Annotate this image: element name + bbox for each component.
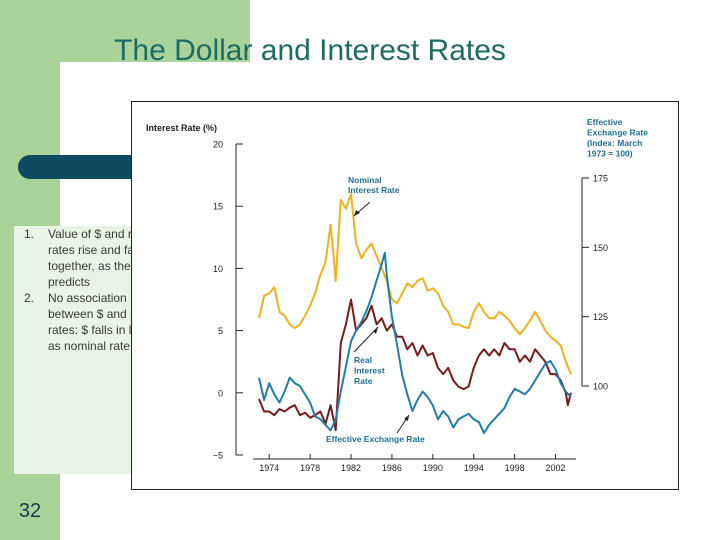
annotation-nominal-arrowhead	[354, 210, 360, 216]
right-axis-tick-label: 100	[593, 382, 608, 392]
note-number: 2.	[24, 291, 35, 305]
note-item: 1. Value of $ and real rates rise and fal…	[14, 226, 174, 290]
annotation-nominal: Interest Rate	[348, 185, 400, 195]
left-axis-label: Interest Rate (%)	[146, 123, 217, 133]
annotation-exchange-arrowhead	[404, 415, 409, 421]
series-line-nominal	[258, 192, 572, 375]
annotation-real-arrowhead	[373, 327, 378, 334]
chart-frame: 20 15 10 5 0 −5 Interest Rate (%) 175 150 125 100 E…	[131, 101, 679, 490]
annotation-exchange: Effective Exchange Rate	[326, 434, 425, 444]
right-axis-label: (Index: March	[587, 138, 642, 148]
x-axis-tick-label: 1974	[259, 463, 279, 473]
right-axis-label: 1973 = 100)	[587, 149, 633, 159]
annotation-real: Rate	[354, 376, 373, 386]
note-number: 1.	[24, 227, 35, 241]
x-axis-tick-label: 1990	[423, 463, 443, 473]
right-axis-tick-label: 150	[593, 243, 608, 253]
left-axis-tick-label: 15	[213, 202, 223, 212]
x-axis-tick-label: 1994	[464, 463, 484, 473]
right-axis-tick-label: 175	[593, 174, 608, 184]
left-axis-tick-label: 0	[218, 388, 223, 398]
right-axis-label: Effective	[587, 117, 623, 127]
left-axis-tick-label: 5	[218, 326, 223, 336]
x-axis-tick-label: 1982	[341, 463, 361, 473]
note-text: Value of $ and real rates rise and fall …	[48, 227, 148, 289]
x-axis-tick-label: 1998	[505, 463, 525, 473]
x-axis-tick-label: 1986	[382, 463, 402, 473]
annotation-real: Interest	[354, 366, 385, 376]
annotation-real: Real	[354, 355, 372, 365]
left-axis-tick-label: −5	[213, 451, 223, 461]
series-line-real	[258, 298, 572, 432]
right-axis-tick-label: 125	[593, 312, 608, 322]
right-axis-label: Exchange Rate	[587, 128, 648, 138]
left-axis-tick-label: 20	[213, 140, 223, 150]
slide-title: The Dollar and Interest Rates	[114, 34, 506, 67]
x-axis-tick-label: 1978	[300, 463, 320, 473]
slide-number: 32	[18, 500, 42, 522]
chart: 20 15 10 5 0 −5 Interest Rate (%) 175 150 125 100 E…	[146, 117, 648, 473]
left-axis-tick-label: 10	[213, 264, 223, 274]
x-axis-tick-label: 2002	[546, 463, 566, 473]
annotation-nominal: Nominal	[348, 175, 382, 185]
series-line-exchange	[258, 251, 572, 435]
